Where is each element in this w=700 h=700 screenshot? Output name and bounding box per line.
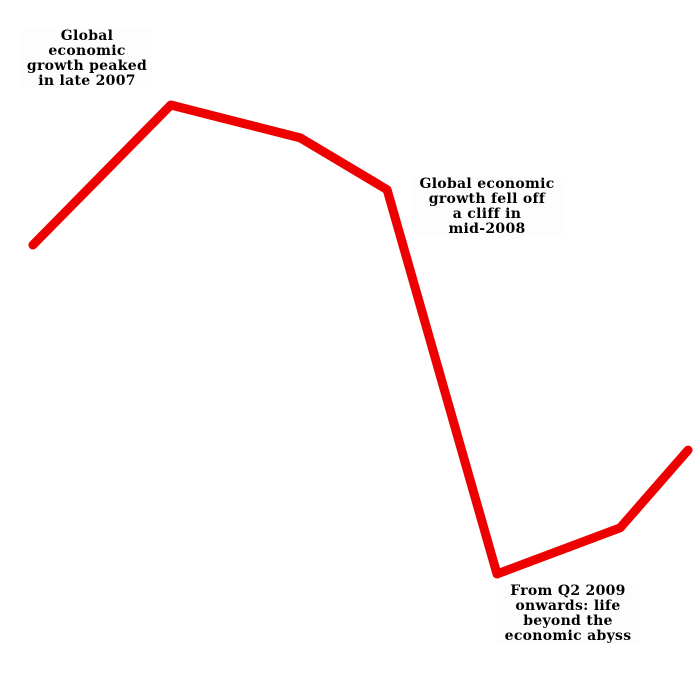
annotation-peak: Global economic growth peaked in late 20… bbox=[22, 29, 152, 89]
annotation-cliff: Global economic growth fell off a cliff … bbox=[412, 177, 562, 237]
series-line-0 bbox=[28, 100, 693, 579]
annotation-recovery: From Q2 2009 onwards: life beyond the ec… bbox=[497, 584, 639, 644]
